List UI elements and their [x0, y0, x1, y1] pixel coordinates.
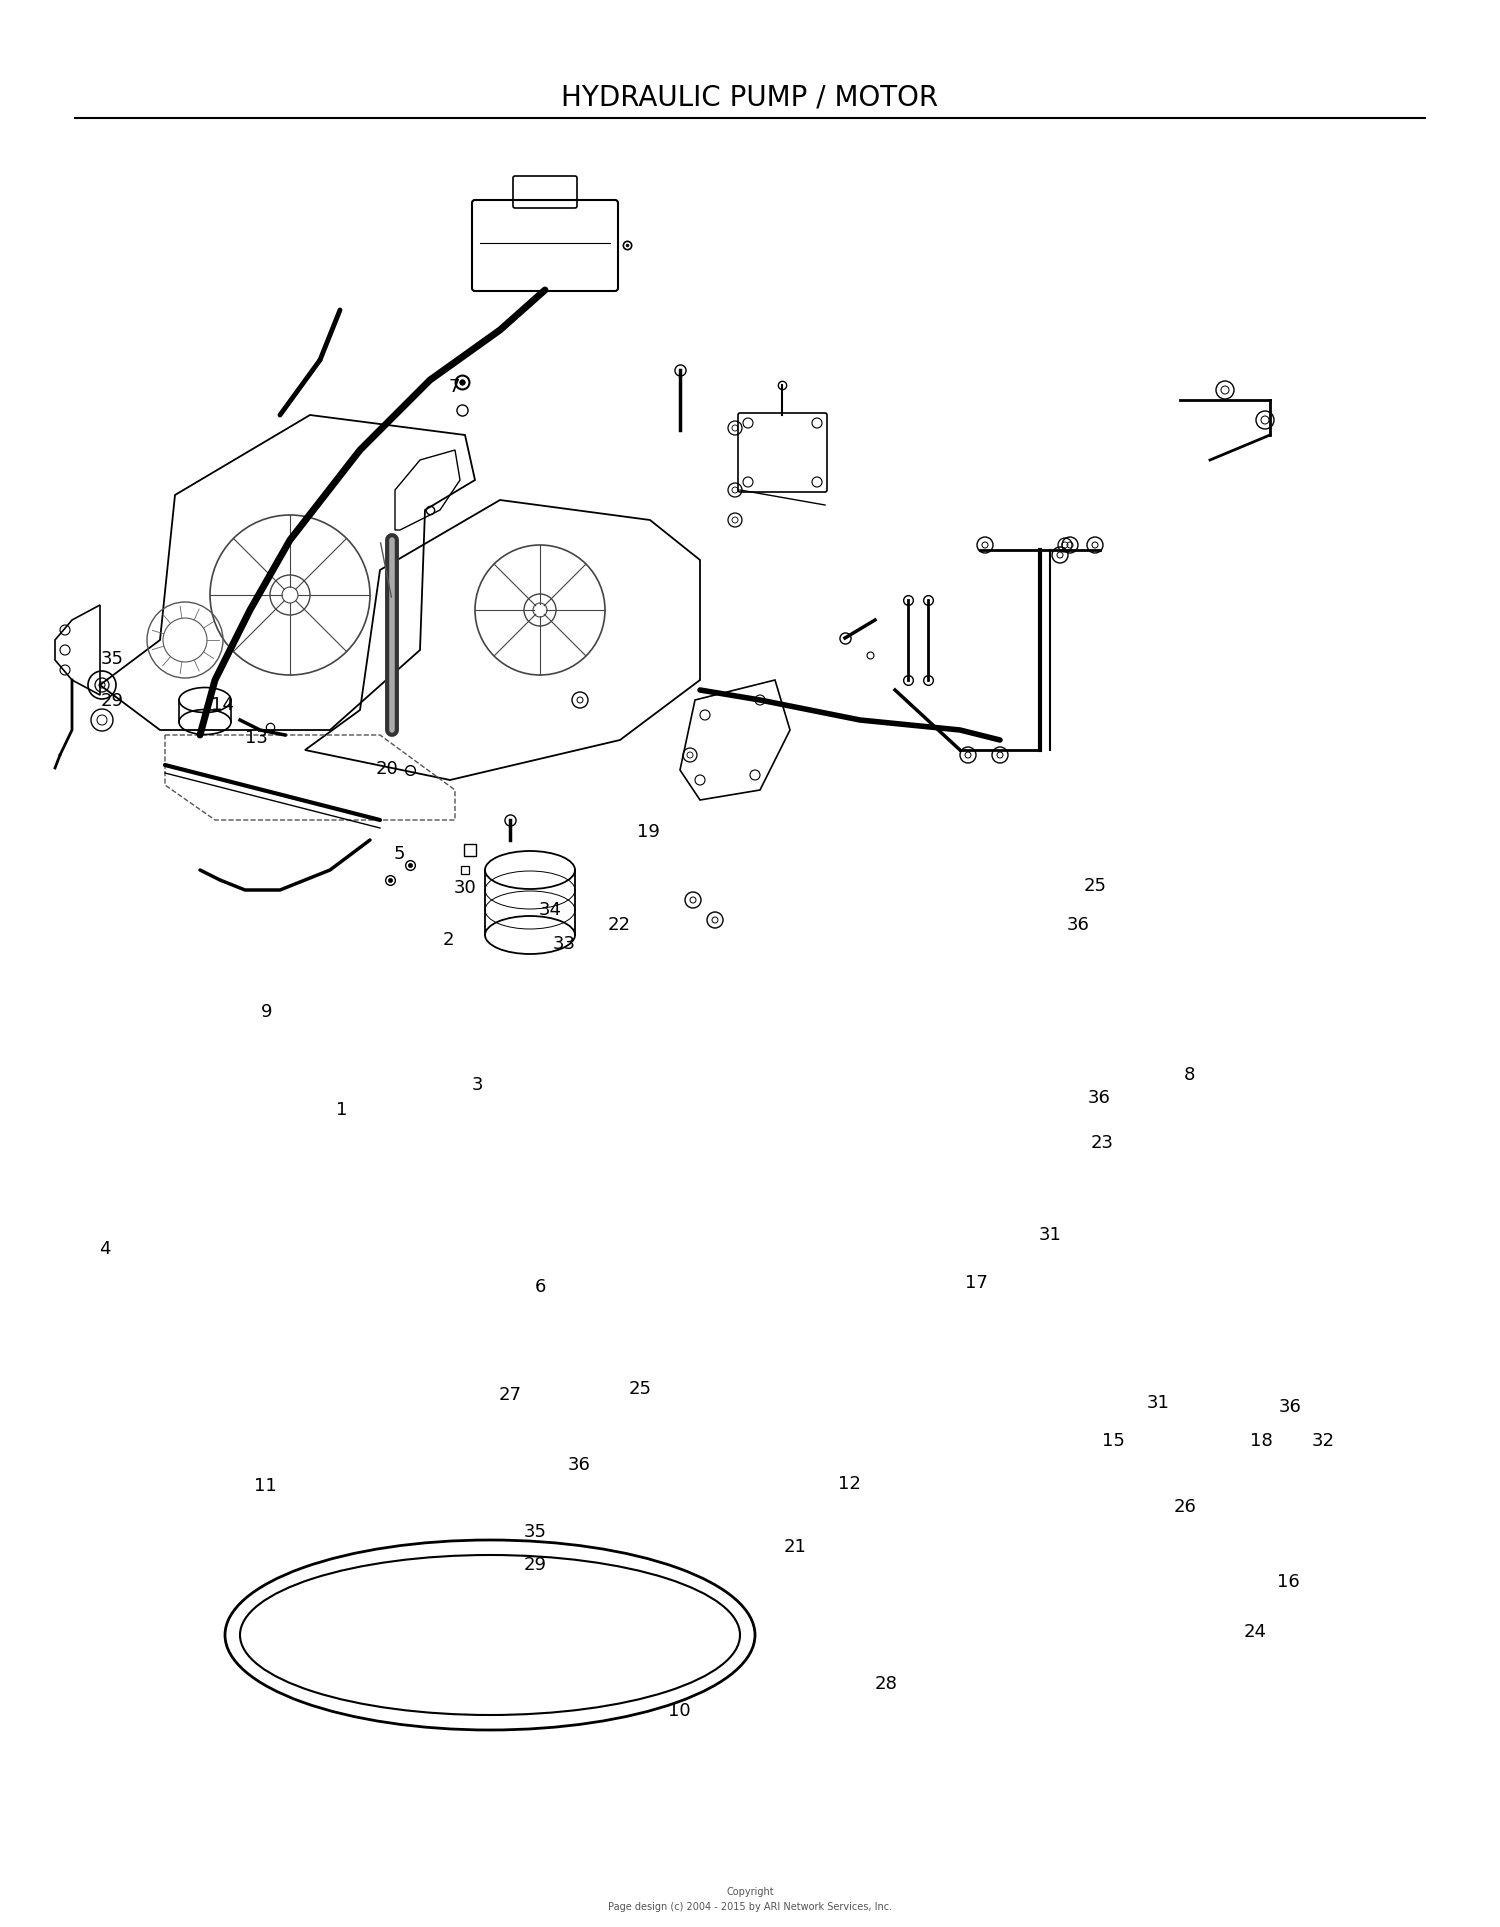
- Text: 8: 8: [1184, 1066, 1196, 1085]
- Text: 2: 2: [442, 931, 454, 950]
- Text: 29: 29: [100, 692, 124, 711]
- Text: 27: 27: [498, 1386, 522, 1405]
- Text: 30: 30: [453, 879, 477, 898]
- Text: 1: 1: [336, 1100, 348, 1120]
- Text: HYDRAULIC PUMP / MOTOR: HYDRAULIC PUMP / MOTOR: [561, 85, 939, 112]
- Text: 6: 6: [534, 1278, 546, 1297]
- Text: 11: 11: [254, 1476, 278, 1495]
- Text: 31: 31: [1146, 1393, 1170, 1412]
- Text: 16: 16: [1276, 1572, 1300, 1592]
- Text: 35: 35: [524, 1522, 548, 1542]
- Text: 36: 36: [567, 1455, 591, 1474]
- Text: 23: 23: [1090, 1133, 1114, 1152]
- Text: 17: 17: [964, 1274, 988, 1293]
- Text: 7: 7: [448, 378, 460, 397]
- Text: 36: 36: [1088, 1089, 1112, 1108]
- Text: 25: 25: [1083, 877, 1107, 896]
- Text: 25: 25: [628, 1380, 652, 1399]
- Text: 10: 10: [668, 1702, 692, 1721]
- Text: 12: 12: [837, 1474, 861, 1493]
- Text: 33: 33: [552, 935, 576, 954]
- Text: 13: 13: [244, 728, 268, 748]
- Text: 4: 4: [99, 1239, 111, 1258]
- Text: 9: 9: [261, 1002, 273, 1021]
- Text: 31: 31: [1038, 1226, 1062, 1245]
- Text: 3: 3: [471, 1075, 483, 1095]
- Text: 32: 32: [1311, 1432, 1335, 1451]
- Text: 20: 20: [375, 759, 399, 779]
- Text: 28: 28: [874, 1675, 898, 1694]
- Text: 22: 22: [608, 915, 631, 935]
- Text: 26: 26: [1173, 1497, 1197, 1517]
- Text: 14: 14: [210, 696, 234, 715]
- Text: Copyright: Copyright: [726, 1887, 774, 1896]
- Text: 5: 5: [393, 844, 405, 863]
- Text: 36: 36: [1278, 1397, 1302, 1416]
- Text: 35: 35: [100, 649, 124, 669]
- Text: 29: 29: [524, 1555, 548, 1574]
- Text: Page design (c) 2004 - 2015 by ARI Network Services, Inc.: Page design (c) 2004 - 2015 by ARI Netwo…: [608, 1902, 892, 1912]
- Text: 36: 36: [1066, 915, 1090, 935]
- Text: 21: 21: [783, 1538, 807, 1557]
- Text: 15: 15: [1101, 1432, 1125, 1451]
- Text: 24: 24: [1244, 1623, 1268, 1642]
- Text: 18: 18: [1250, 1432, 1274, 1451]
- Text: 19: 19: [636, 823, 660, 842]
- Text: 34: 34: [538, 900, 562, 919]
